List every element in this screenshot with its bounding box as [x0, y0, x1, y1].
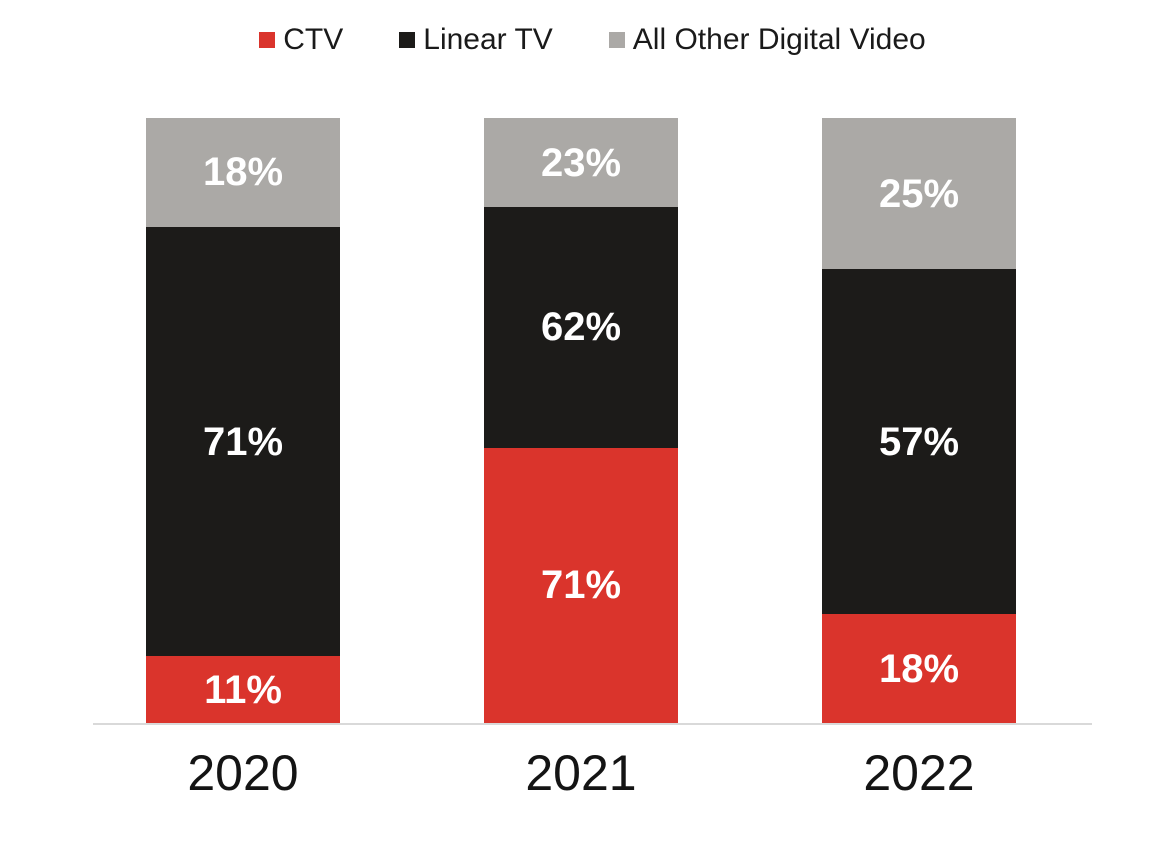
x-axis-label-2022: 2022 [863, 745, 975, 801]
plot-area: 11% 71% 18% 71% 62% 23% 18% 57% 25% [93, 118, 1092, 725]
x-axis-label-2021: 2021 [525, 745, 637, 801]
bar-column-2022: 18% 57% 25% [822, 118, 1016, 723]
legend-item-linear-tv: Linear TV [399, 25, 553, 55]
bar-segment-ctv-2020: 11% [146, 656, 340, 723]
bar-segment-all-other-digital-video-2020: 18% [146, 118, 340, 227]
legend-swatch-ctv-icon [259, 32, 276, 48]
chart-legend: CTV Linear TV All Other Digital Video [93, 20, 1092, 60]
legend-label-ctv: CTV [283, 23, 344, 56]
segment-value-label-linear-tv-2022: 57% [878, 419, 960, 464]
segment-value-label-all-other-digital-video-2021: 23% [540, 140, 622, 185]
legend-item-all-other-digital-video: All Other Digital Video [608, 23, 926, 56]
bar-column-2020: 11% 71% 18% [146, 118, 340, 723]
bar-segment-ctv-2022: 18% [822, 614, 1016, 723]
x-axis-label-2020: 2020 [187, 745, 299, 801]
bar-segment-all-other-digital-video-2022: 25% [822, 118, 1016, 270]
segment-value-label-linear-tv-2020: 71% [202, 419, 284, 464]
segment-value-label-all-other-digital-video-2020: 18% [202, 150, 284, 195]
legend-swatch-all-other-digital-video-icon [608, 32, 625, 48]
bar-segment-linear-tv-2021: 62% [484, 207, 678, 448]
bar-segment-ctv-2021: 71% [484, 447, 678, 723]
bar-column-2021: 71% 62% 23% [484, 118, 678, 723]
bar-segment-linear-tv-2020: 71% [146, 226, 340, 657]
legend-label-all-other-digital-video: All Other Digital Video [632, 23, 926, 56]
bar-segment-linear-tv-2022: 57% [822, 269, 1016, 615]
legend-label-linear-tv: Linear TV [423, 23, 553, 56]
segment-value-label-ctv-2020: 11% [204, 667, 282, 712]
segment-value-label-ctv-2022: 18% [878, 646, 960, 691]
segment-value-label-all-other-digital-video-2022: 25% [878, 171, 960, 216]
x-axis-labels: 2020 2021 2022 [93, 748, 1092, 808]
segment-value-label-ctv-2021: 71% [540, 563, 622, 608]
segment-value-label-linear-tv-2021: 62% [540, 305, 622, 350]
bar-segment-all-other-digital-video-2021: 23% [484, 118, 678, 208]
legend-swatch-linear-tv-icon [399, 32, 416, 48]
legend-item-ctv: CTV [259, 25, 343, 55]
